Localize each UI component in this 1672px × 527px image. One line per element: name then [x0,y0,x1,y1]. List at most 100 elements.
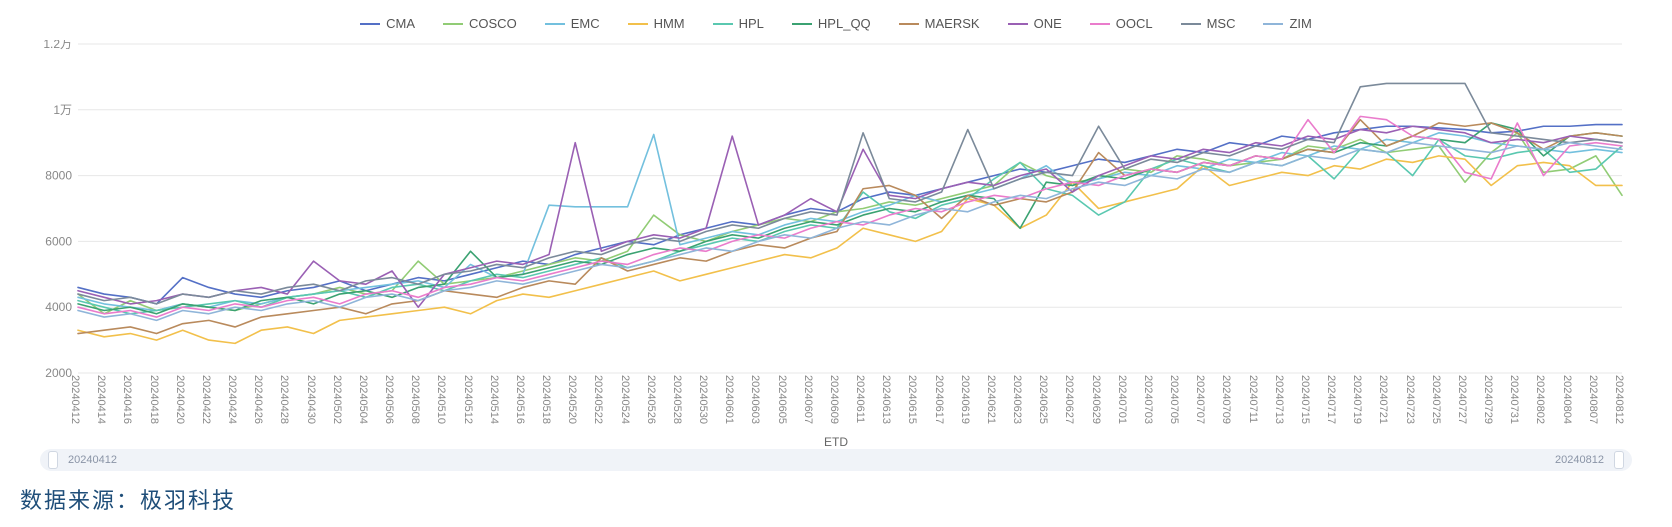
legend-item[interactable]: ZIM [1263,16,1311,31]
legend-swatch [443,23,463,25]
legend-swatch [360,23,380,25]
legend-label: EMC [571,16,600,31]
x-tick-label: 20240715 [1299,375,1311,424]
series-line [78,83,1622,303]
x-tick-label: 20240514 [488,375,500,424]
plot-area: 20004000600080001万1.2万 [40,40,1632,377]
x-tick-label: 20240711 [1247,375,1259,423]
legend-item[interactable]: ONE [1008,16,1062,31]
x-tick-label: 20240412 [69,375,81,424]
y-tick-label: 1万 [53,103,72,117]
scrub-handle-left[interactable] [48,451,58,469]
y-tick-label: 8000 [45,169,72,183]
x-tick-label: 20240528 [671,375,683,424]
x-tick-label: 20240603 [749,375,761,424]
legend-item[interactable]: OOCL [1090,16,1153,31]
x-tick-label: 20240804 [1561,375,1573,424]
x-tick-label: 20240611 [854,375,866,423]
x-tick-label: 20240605 [776,375,788,424]
legend-label: MSC [1207,16,1236,31]
scrub-start-label: 20240412 [68,454,117,466]
x-tick-label: 20240526 [645,375,657,424]
x-tick-label: 20240508 [409,375,421,424]
legend-swatch [628,23,648,25]
x-tick-label: 20240414 [95,375,107,424]
legend: CMA COSCO EMC HMM HPL HPL_QQ MAERSK ONE OOCL MSC Z… [0,16,1672,31]
x-tick-label: 20240518 [540,375,552,424]
x-tick-label: 20240623 [1011,375,1023,424]
x-tick-label: 20240729 [1482,375,1494,424]
x-tick-label: 20240717 [1325,375,1337,424]
x-tick-label: 20240627 [1063,375,1075,424]
legend-swatch [899,23,919,25]
x-axis-title: ETD [0,435,1672,449]
x-tick-label: 20240416 [121,375,133,424]
legend-label: OOCL [1116,16,1153,31]
x-tick-label: 20240615 [906,375,918,424]
x-tick-label: 20240727 [1456,375,1468,424]
x-tick-label: 20240625 [1037,375,1049,424]
legend-swatch [1090,23,1110,25]
x-tick-label: 20240721 [1377,375,1389,424]
legend-item[interactable]: MAERSK [899,16,980,31]
chart-container: CMA COSCO EMC HMM HPL HPL_QQ MAERSK ONE OOCL MSC Z… [0,0,1672,527]
x-tick-label: 20240506 [383,375,395,424]
x-tick-label: 20240613 [880,375,892,424]
legend-label: CMA [386,16,415,31]
x-tick-label: 20240504 [357,375,369,424]
x-tick-label: 20240807 [1587,375,1599,424]
legend-label: MAERSK [925,16,980,31]
x-tick-label: 20240430 [305,375,317,424]
legend-label: COSCO [469,16,517,31]
series-line [78,143,1622,321]
x-tick-label: 20240512 [462,375,474,424]
legend-label: ONE [1034,16,1062,31]
x-tick-label: 20240812 [1613,375,1625,424]
x-tick-label: 20240418 [148,375,160,424]
series-line [78,156,1622,344]
x-tick-label: 20240520 [566,375,578,424]
legend-item[interactable]: HPL [713,16,764,31]
x-tick-label: 20240601 [723,375,735,424]
legend-item[interactable]: MSC [1181,16,1236,31]
x-tick-label: 20240609 [828,375,840,424]
x-tick-label: 20240530 [697,375,709,424]
x-tick-label: 20240422 [200,375,212,424]
x-tick-label: 20240522 [592,375,604,424]
x-tick-label: 20240731 [1508,375,1520,424]
legend-swatch [1181,23,1201,25]
scrub-handle-right[interactable] [1614,451,1624,469]
legend-label: HPL_QQ [818,16,871,31]
x-tick-label: 20240629 [1090,375,1102,424]
x-tick-label: 20240709 [1220,375,1232,424]
legend-swatch [1263,23,1283,25]
x-tick-label: 20240426 [252,375,264,424]
x-tick-label: 20240723 [1404,375,1416,424]
x-tick-label: 20240621 [985,375,997,424]
legend-item[interactable]: EMC [545,16,600,31]
legend-swatch [545,23,565,25]
x-tick-label: 20240510 [435,375,447,424]
legend-label: HMM [654,16,685,31]
legend-item[interactable]: CMA [360,16,415,31]
x-tick-label: 20240619 [959,375,971,424]
plot-svg: 20004000600080001万1.2万 [40,40,1632,377]
legend-label: ZIM [1289,16,1311,31]
x-tick-label: 20240424 [226,375,238,424]
x-tick-label: 20240703 [1142,375,1154,424]
x-tick-label: 20240701 [1116,375,1128,424]
x-axis-labels: 20240412 20240414 20240416 20240418 20240420… [40,375,1632,435]
x-tick-label: 20240607 [802,375,814,424]
legend-swatch [792,23,812,25]
source-attribution: 数据来源：极羽科技 [20,483,236,515]
legend-item[interactable]: HPL_QQ [792,16,871,31]
legend-item[interactable]: HMM [628,16,685,31]
x-tick-label: 20240707 [1194,375,1206,424]
x-tick-label: 20240420 [174,375,186,424]
x-tick-label: 20240713 [1273,375,1285,424]
x-tick-label: 20240719 [1351,375,1363,424]
legend-swatch [713,23,733,25]
time-scrubber[interactable]: 20240412 20240812 [40,449,1632,471]
x-tick-label: 20240617 [933,375,945,424]
legend-item[interactable]: COSCO [443,16,517,31]
